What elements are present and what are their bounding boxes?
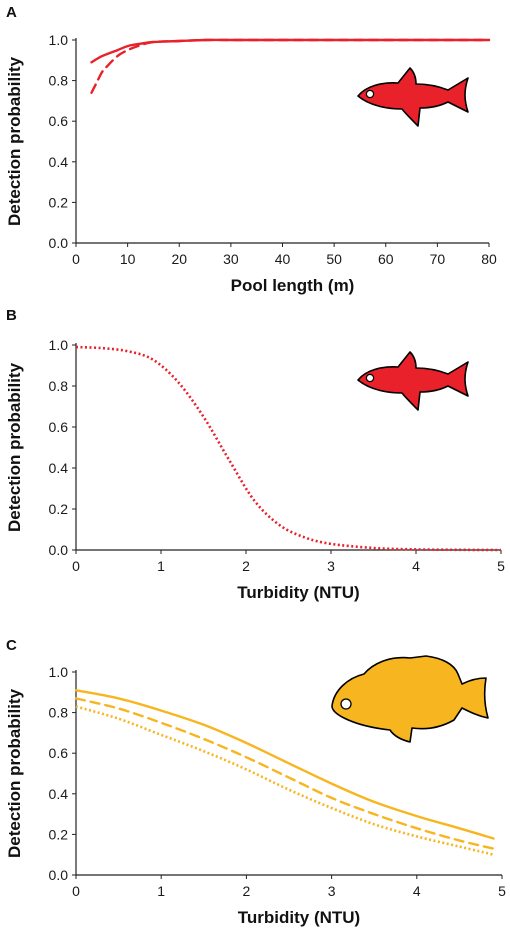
x-tick-label: 80	[481, 251, 497, 267]
panel-c: C 0 1 2 3 4 5 0.0 0.2 0.4 0.6 0.8 1.0 Turbidity (NTU)…	[5, 637, 506, 927]
panel-b: B 0 1 2 3 4 5 0.0 0.2 0.4 0.6 0.8 1.0 Turbidity (NTU)…	[5, 307, 505, 602]
x-tick-label: 30	[223, 251, 239, 267]
y-tick-label: 0.2	[49, 826, 69, 842]
y-tick-label: 1.0	[49, 337, 69, 353]
y-axis-label: Detection probability	[5, 56, 24, 226]
panel-letter: B	[6, 307, 17, 324]
y-tick-label: 0.4	[49, 786, 69, 802]
x-tick-label: 4	[413, 883, 421, 899]
x-tick-label: 5	[498, 883, 506, 899]
y-tick-label: 0.0	[49, 867, 69, 883]
y-tick-label: 0.6	[49, 745, 69, 761]
x-tick-label: 40	[275, 251, 291, 267]
y-tick-label: 0.8	[49, 378, 69, 394]
x-tick-label: 60	[378, 251, 394, 267]
fish-eye	[365, 373, 375, 383]
y-tick-label: 0.0	[49, 235, 69, 251]
x-tick-label: 2	[242, 558, 250, 574]
y-tick-label: 1.0	[49, 664, 69, 680]
x-tick-label: 20	[171, 251, 187, 267]
panel-a: A 0 10 20 30 40 50 60 70 80 0.0 0.2 0.4 0.6 0.8 1.0 Pool…	[5, 4, 497, 295]
x-tick-label: 0	[72, 558, 80, 574]
y-tick-label: 0.2	[49, 501, 69, 517]
x-tick-label: 5	[497, 558, 505, 574]
y-axis-label: Detection probability	[5, 688, 24, 858]
x-tick-label: 1	[157, 883, 165, 899]
x-tick-label: 70	[430, 251, 446, 267]
x-tick-label: 0	[72, 883, 80, 899]
series-line-dotted	[75, 345, 502, 552]
panel-letter: C	[6, 637, 17, 654]
series-line-dashed	[74, 697, 495, 850]
y-tick-label: 0.8	[49, 73, 69, 89]
y-tick-label: 0.4	[49, 460, 69, 476]
x-tick-label: 0	[72, 251, 80, 267]
y-tick-label: 0.2	[49, 194, 69, 210]
x-tick-label: 1	[157, 558, 165, 574]
cichlid-body	[331, 655, 489, 743]
y-tick-label: 0.8	[49, 705, 69, 721]
fish-eye	[340, 698, 352, 710]
x-axis-label: Turbidity (NTU)	[237, 583, 359, 602]
series-line-dashed	[90, 38, 491, 94]
x-tick-label: 4	[412, 558, 420, 574]
x-tick-label: 10	[120, 251, 136, 267]
fish-eye	[365, 89, 375, 99]
x-tick-label: 50	[326, 251, 342, 267]
series-line-solid	[74, 689, 495, 840]
cichlid-icon	[331, 655, 489, 743]
y-tick-label: 1.0	[49, 32, 69, 48]
series-line-dotted	[75, 705, 494, 856]
minnow-icon	[357, 67, 469, 127]
y-tick-label: 0.4	[49, 154, 69, 170]
x-axis-label: Turbidity (NTU)	[238, 908, 360, 927]
x-tick-label: 2	[243, 883, 251, 899]
x-tick-label: 3	[328, 883, 336, 899]
y-tick-label: 0.6	[49, 113, 69, 129]
x-axis-label: Pool length (m)	[231, 276, 355, 295]
panel-letter: A	[6, 4, 17, 21]
minnow-body	[357, 351, 469, 411]
y-axis-label: Detection probability	[5, 362, 24, 532]
minnow-body	[357, 67, 469, 127]
y-tick-label: 0.6	[49, 419, 69, 435]
y-tick-label: 0.0	[49, 542, 69, 558]
minnow-icon	[357, 351, 469, 411]
x-tick-label: 3	[327, 558, 335, 574]
